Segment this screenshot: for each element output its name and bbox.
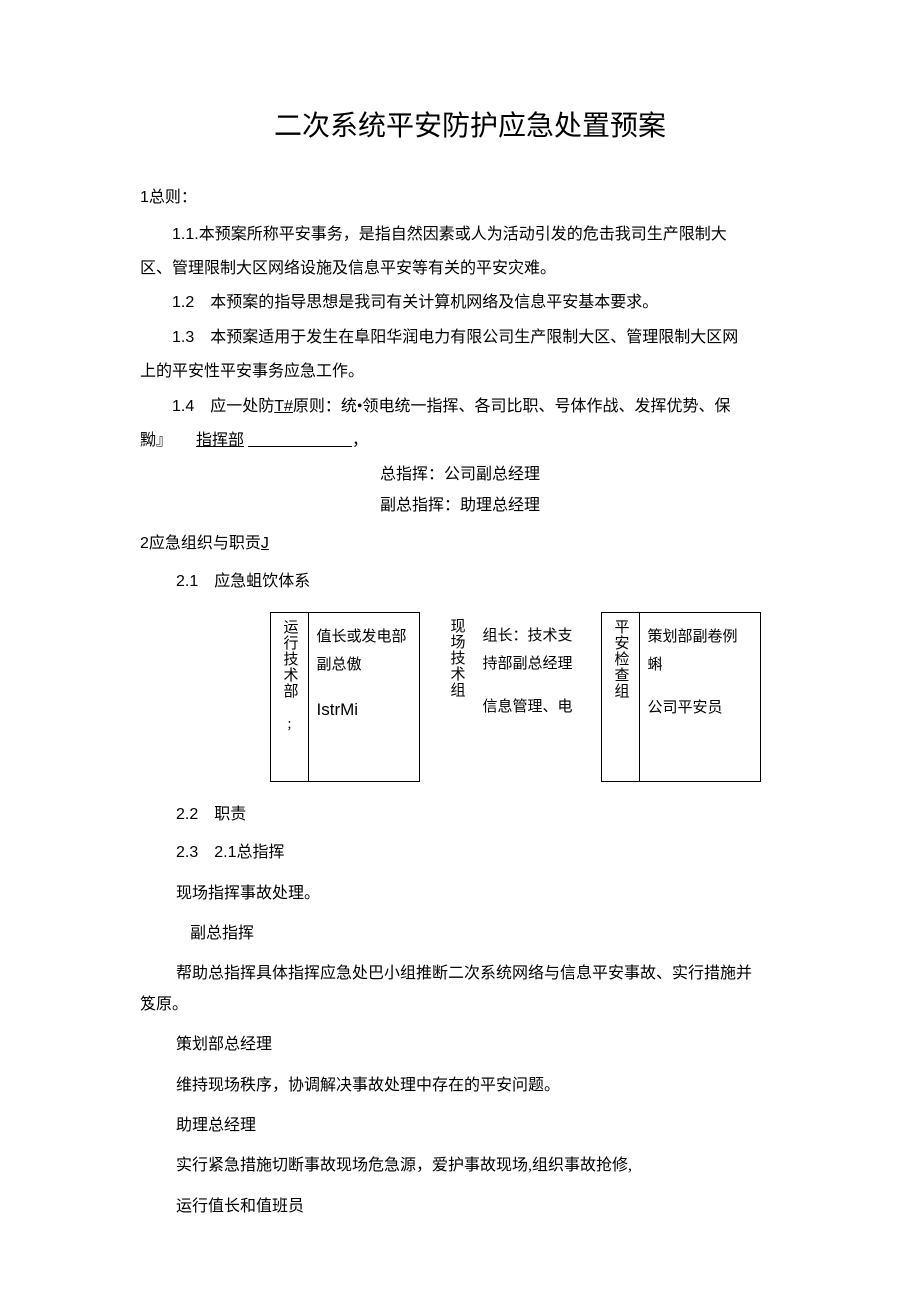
para-1-1: 1.1.本预案所称平安事务，是指自然因素或人为活动引发的危击我司生产限制大 xyxy=(140,220,800,250)
resp-2-title: 副总指挥 xyxy=(190,919,800,949)
org-box-2-label: 现场技术组 xyxy=(438,612,475,782)
para-2-2: 2.2 职责 xyxy=(176,800,800,830)
org-chart-row: 运行技术部 ; 值长或发电部副总傲 IstrMi 现场技术组 组长：技术支持部副… xyxy=(270,612,800,782)
org-box-1-line1: 值长或发电部副总傲 xyxy=(317,623,412,680)
para-1-3b: 上的平安性平安事务应急工作。 xyxy=(140,357,800,387)
resp-4: 实行紧急措施切断事故现场危急源，爱护事故现场,组织事故抢修, xyxy=(176,1151,800,1181)
para-1-3: 1.3 本预案适用于发生在阜阳华润电力有限公司生产限制大区、管理限制大区网 xyxy=(140,323,800,353)
para-1-1b: 区、管理限制大区网络设施及信息平安等有关的平安灾难。 xyxy=(140,254,800,284)
resp-5-title: 运行值长和值班员 xyxy=(176,1192,800,1222)
deputy-commander: 副总指挥：助理总经理 xyxy=(380,491,800,521)
para-1-4: 1.4 应一处防T#原则：统•领电统一指挥、各司比职、号体作战、发挥优势、保 xyxy=(140,392,800,422)
org-box-operations: 运行技术部 ; 值长或发电部副总傲 IstrMi xyxy=(270,612,420,782)
org-box-1-line2: IstrMi xyxy=(317,694,412,726)
para-2-3: 2.3 2.1总指挥 xyxy=(176,838,800,868)
para-2-1: 2.1 应急蛆饮体系 xyxy=(176,567,800,597)
org-box-1-label: 运行技术部 ; xyxy=(271,613,309,781)
org-box-2-line1: 组长：技术支持部副总经理 xyxy=(483,622,576,679)
resp-1: 现场指挥事故处理。 xyxy=(176,879,800,909)
page-title: 二次系统平安防护应急处置预案 xyxy=(140,100,800,153)
org-box-tech: 现场技术组 组长：技术支持部副总经理 信息管理、电 xyxy=(438,612,583,782)
para-1-2: 1.2 本预案的指导思想是我司有关计算机网络及信息平安基本要求。 xyxy=(140,288,800,318)
resp-4-title: 助理总经理 xyxy=(176,1111,800,1141)
resp-2: 帮助总指挥具体指挥应急处巴小组推断二次系统网络与信息平安事故、实行措施并 笈原。 xyxy=(176,959,800,1020)
commander-block: 总指挥：公司副总经理 副总指挥：助理总经理 xyxy=(380,460,800,521)
resp-3: 维持现场秩序，协调解决事故处理中存在的平安问题。 xyxy=(176,1071,800,1101)
org-box-3-label: 平安检查组 xyxy=(602,613,640,781)
section-2-head: 2应急组织与职贡J xyxy=(140,529,800,559)
org-box-2-line2: 信息管理、电 xyxy=(483,693,576,722)
org-box-3-line2: 公司平安员 xyxy=(648,694,753,723)
resp-3-title: 策划部总经理 xyxy=(176,1030,800,1060)
org-box-safety: 平安检查组 策划部副卷例蝌 公司平安员 xyxy=(601,612,761,782)
section-1-head: 1总则： xyxy=(140,183,800,213)
chief-commander: 总指挥：公司副总经理 xyxy=(380,460,800,490)
org-box-3-line1: 策划部副卷例蝌 xyxy=(648,623,753,680)
para-1-4b: 黝』 指挥部 ， xyxy=(140,426,800,456)
